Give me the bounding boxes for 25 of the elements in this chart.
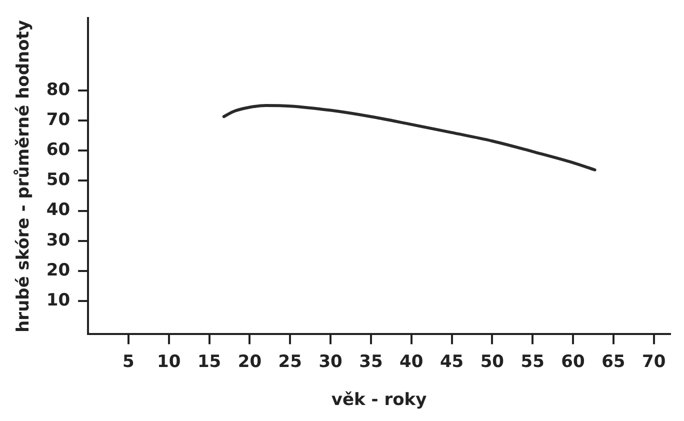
x-axis-title: věk - roky [331, 390, 427, 410]
y-tick-label: 80 [46, 80, 70, 100]
y-tick-label: 10 [46, 290, 70, 311]
y-tick-label: 60 [46, 140, 70, 160]
x-tick-label: 20 [238, 352, 262, 372]
x-tick-label: 45 [440, 352, 464, 372]
x-tick-label: 40 [400, 352, 424, 372]
x-tick-label: 50 [480, 352, 504, 372]
x-tick-label: 25 [278, 352, 302, 372]
x-tick-label: 15 [197, 352, 222, 372]
y-tick-label: 70 [46, 110, 70, 130]
x-tick-label: 5 [122, 352, 134, 372]
x-tick-label: 35 [359, 352, 383, 372]
y-tick-label: 40 [46, 200, 70, 220]
y-axis-title: hrubé skóre - průměrné hodnoty [14, 20, 34, 332]
line-series [222, 104, 596, 172]
x-tick-label: 10 [157, 352, 181, 372]
y-tick-label: 50 [46, 170, 70, 190]
x-tick-label: 30 [318, 352, 343, 372]
y-tick-label: 30 [46, 230, 70, 250]
y-tick-label: 20 [46, 260, 70, 280]
x-tick-label: 70 [642, 352, 666, 372]
x-tick-label: 55 [520, 352, 544, 372]
x-tick-label: 60 [561, 352, 585, 372]
x-tick-label: 65 [602, 352, 626, 372]
